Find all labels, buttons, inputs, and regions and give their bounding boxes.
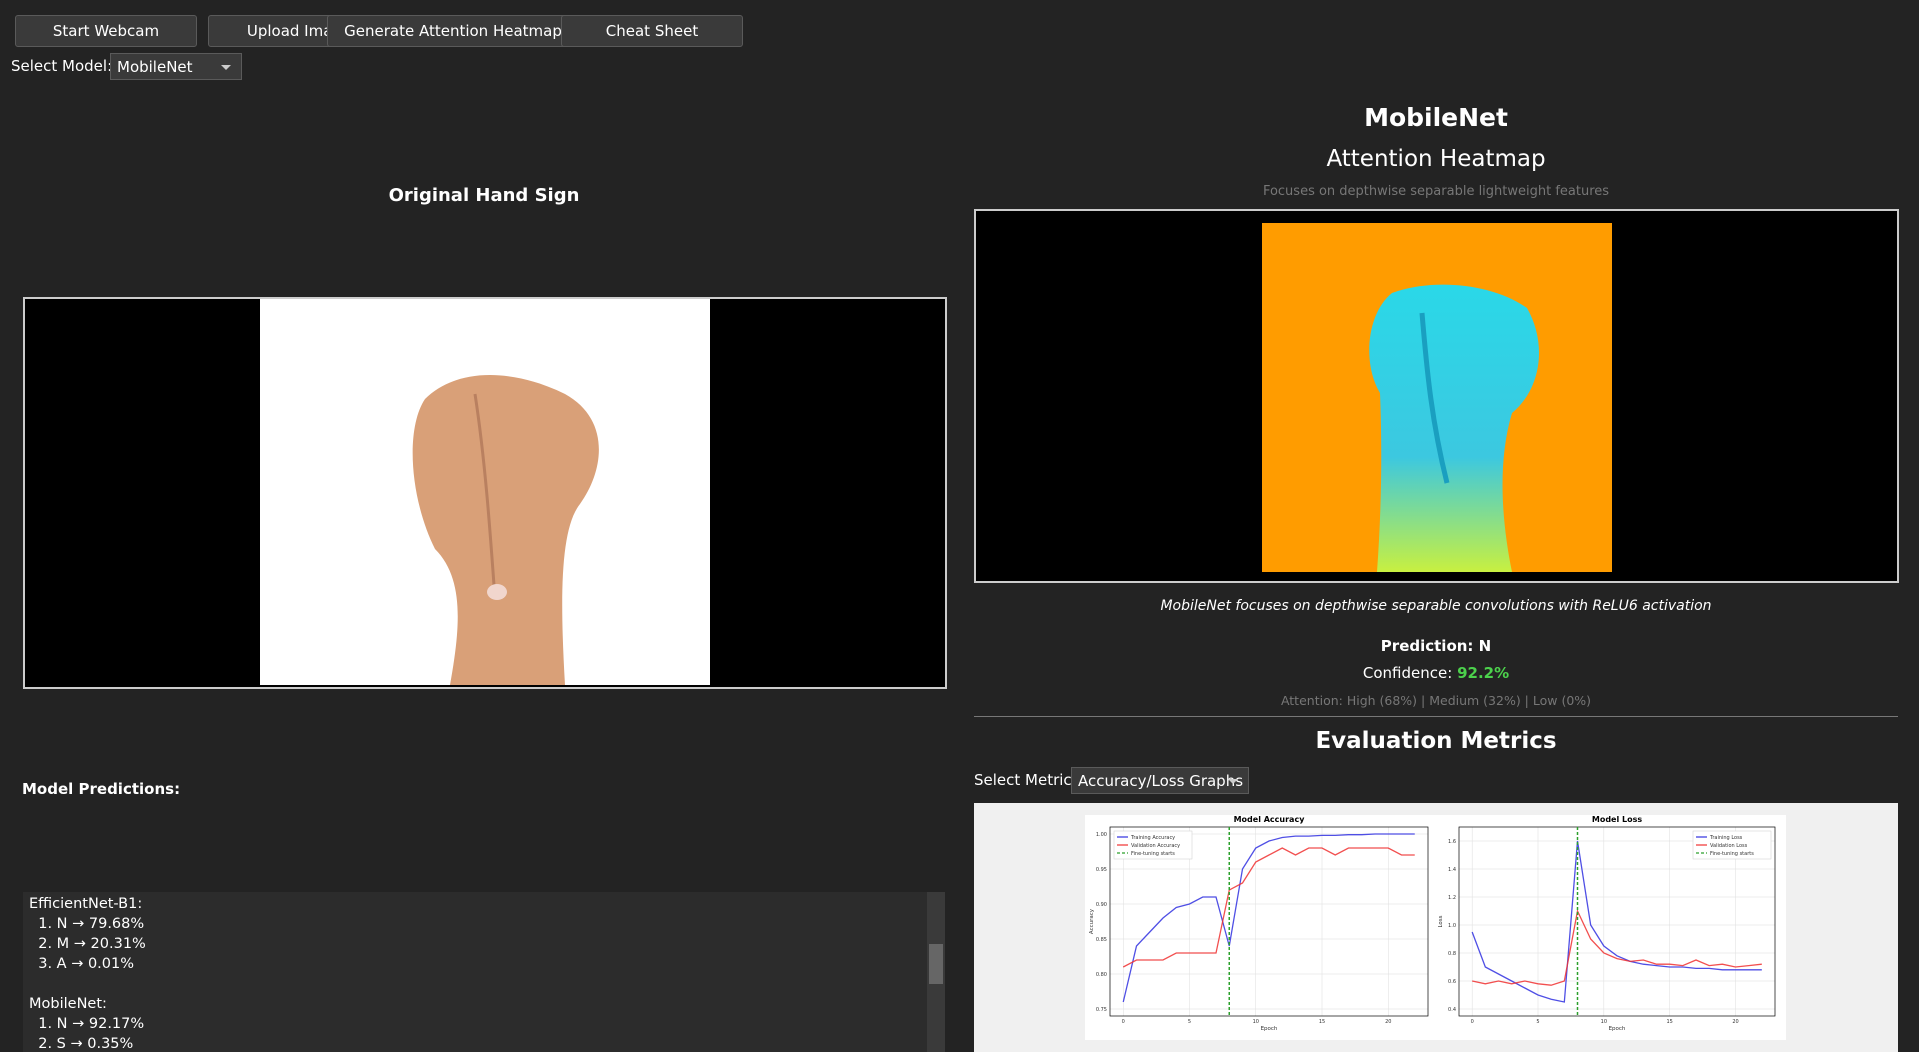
original-title: Original Hand Sign <box>388 185 580 206</box>
x-tick-label: 10 <box>1601 1019 1607 1025</box>
start-webcam-button[interactable]: Start Webcam <box>15 15 197 47</box>
y-tick-label: 0.85 <box>1096 937 1107 943</box>
metrics-panel: Model Accuracy 0.75 0.80 0.85 0.90 0.95 1.00 0 5… <box>974 803 1898 1052</box>
confidence: Confidence: 92.2% <box>1363 664 1509 682</box>
generate-heatmap-button[interactable]: Generate Attention Heatmap <box>327 15 579 47</box>
y-axis-label: Accuracy <box>1089 908 1095 934</box>
x-tick-label: 10 <box>1253 1019 1259 1025</box>
cheat-sheet-button[interactable]: Cheat Sheet <box>561 15 743 47</box>
prediction-line: 1. N → 79.68% <box>29 916 145 932</box>
y-tick-label: 0.90 <box>1096 902 1107 908</box>
divider <box>974 716 1898 717</box>
x-tick-label: 5 <box>1536 1019 1539 1025</box>
heatmap-subtitle: Focuses on depthwise separable lightweig… <box>1262 184 1610 199</box>
y-tick-label: 0.8 <box>1448 951 1456 957</box>
y-tick-label: 1.2 <box>1448 895 1456 901</box>
y-tick-label: 1.0 <box>1448 923 1456 929</box>
original-image-frame <box>23 297 947 689</box>
prediction-line: MobileNet: <box>29 996 107 1012</box>
y-tick-label: 0.80 <box>1096 972 1107 978</box>
predictions-title: Model Predictions: <box>22 780 181 798</box>
x-tick-label: 0 <box>1122 1019 1125 1025</box>
legend-label: Validation Accuracy <box>1131 843 1180 849</box>
heatmap-image <box>1262 223 1612 572</box>
series-line <box>1122 833 1415 1003</box>
hand-image <box>260 299 710 685</box>
x-tick-label: 0 <box>1471 1019 1474 1025</box>
legend-label: Training Loss <box>1709 835 1743 841</box>
heatmap-frame <box>974 209 1899 583</box>
select-model-label: Select Model: <box>11 57 113 75</box>
heatmap-title: Attention Heatmap <box>1326 146 1546 172</box>
x-tick-label: 20 <box>1385 1019 1391 1025</box>
prediction-line <box>29 974 146 994</box>
heatmap-model: MobileNet <box>1364 103 1508 132</box>
legend-label: Training Accuracy <box>1130 835 1175 841</box>
y-tick-label: 0.6 <box>1448 979 1456 985</box>
attention-summary: Attention: High (68%) | Medium (32%) | L… <box>1280 693 1592 708</box>
prediction-line: 2. S → 0.35% <box>29 1036 134 1052</box>
x-tick-label: 5 <box>1188 1019 1191 1025</box>
model-dropdown[interactable]: MobileNet <box>110 53 242 80</box>
dropdown-value: MobileNet <box>117 57 193 76</box>
scrollbar[interactable] <box>927 892 945 1052</box>
chart-title: Model Accuracy <box>1234 815 1306 824</box>
y-tick-label: 1.4 <box>1448 867 1456 873</box>
x-tick-label: 15 <box>1319 1019 1325 1025</box>
y-tick-label: 0.75 <box>1096 1007 1107 1013</box>
predictions-textbox[interactable]: EfficientNet-B1: 1. N → 79.68% 2. M → 20… <box>23 892 945 1052</box>
dropdown-value: Accuracy/Loss Graphs <box>1078 771 1244 790</box>
prediction-line: EfficientNet-B1: <box>29 896 143 912</box>
legend-label: Validation Loss <box>1710 843 1748 849</box>
y-tick-label: 1.00 <box>1096 832 1107 838</box>
y-axis-label: Loss <box>1438 915 1444 927</box>
prediction-line: 3. A → 0.01% <box>29 956 135 972</box>
x-tick-label: 15 <box>1666 1019 1672 1025</box>
y-tick-label: 0.95 <box>1096 867 1107 873</box>
metric-dropdown[interactable]: Accuracy/Loss Graphs <box>1071 767 1249 794</box>
series-line <box>1122 847 1415 968</box>
prediction: Prediction: N <box>1380 637 1492 655</box>
series-line <box>1472 908 1762 986</box>
x-tick-label: 20 <box>1732 1019 1738 1025</box>
x-axis-label: Epoch <box>1261 1026 1278 1032</box>
series-line <box>1471 840 1762 1003</box>
legend-label: Fine-tuning starts <box>1131 851 1175 857</box>
confidence-value: 92.2% <box>1457 664 1510 682</box>
heatmap-caption: MobileNet focuses on depthwise separable… <box>1160 598 1712 614</box>
plot-frame <box>1458 826 1776 1017</box>
y-tick-label: 1.6 <box>1448 839 1456 845</box>
confidence-label: Confidence: <box>1362 664 1453 682</box>
plot-frame <box>1109 826 1429 1017</box>
y-tick-label: 0.4 <box>1448 1007 1456 1013</box>
x-axis-label: Epoch <box>1609 1026 1626 1032</box>
select-metric-label: Select Metric: <box>974 771 1077 789</box>
legend-label: Fine-tuning starts <box>1710 851 1754 857</box>
metrics-title: Evaluation Metrics <box>1315 728 1557 754</box>
prediction-line: 2. M → 20.31% <box>29 936 146 952</box>
chart-title: Model Loss <box>1592 815 1642 824</box>
prediction-line: 1. N → 92.17% <box>29 1016 145 1032</box>
